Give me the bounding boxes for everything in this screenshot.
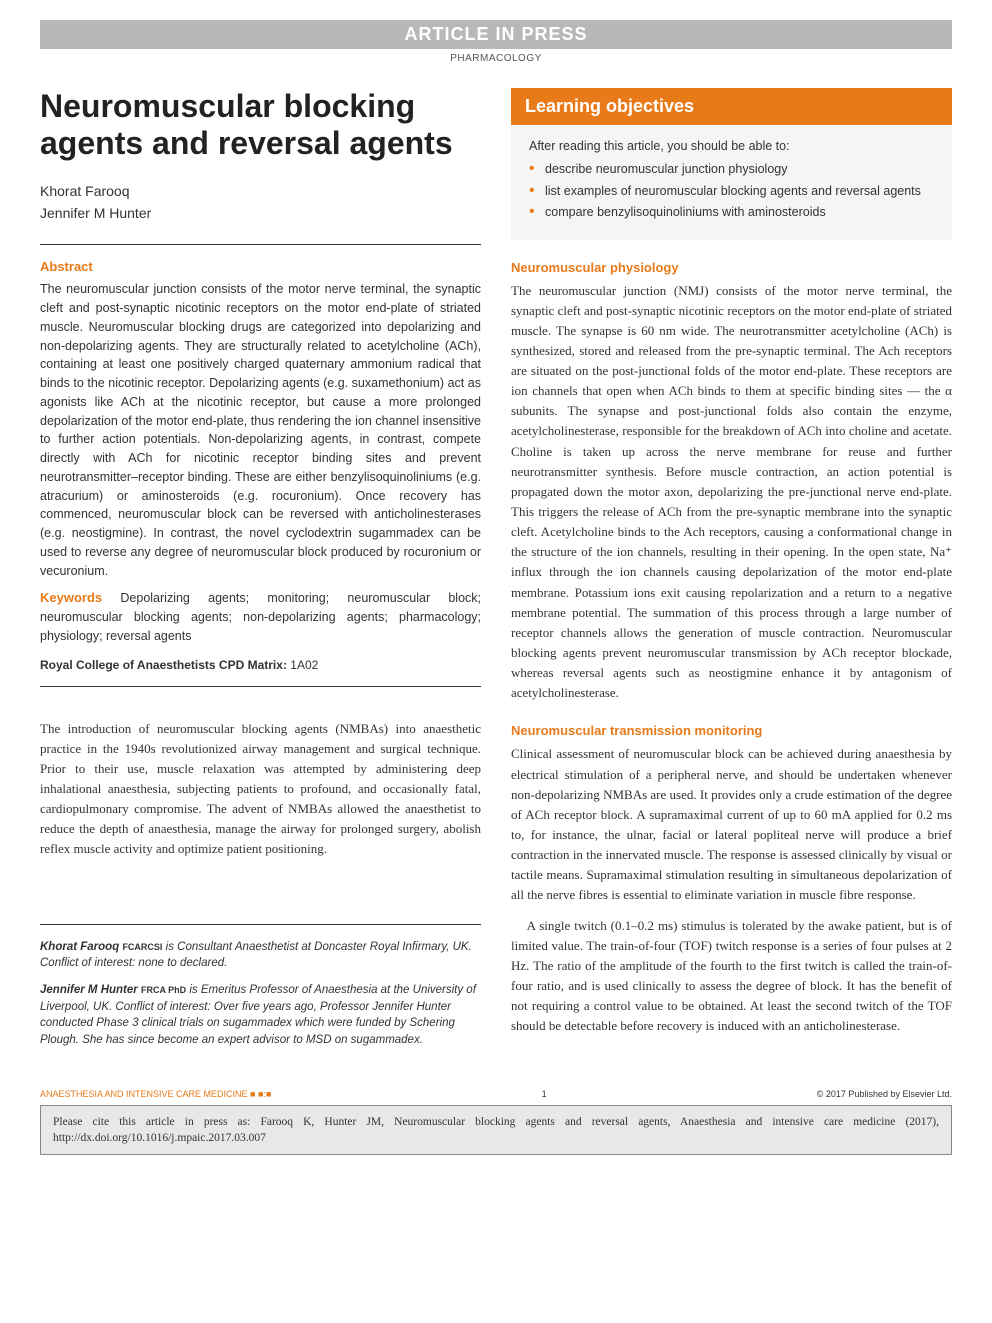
- learning-item-1: describe neuromuscular junction physiolo…: [529, 161, 934, 179]
- author-bio-2: Jennifer M Hunter FRCA PhD is Emeritus P…: [40, 982, 481, 1049]
- divider: [40, 686, 481, 687]
- footer-row: ANAESTHESIA AND INTENSIVE CARE MEDICINE …: [40, 1083, 952, 1099]
- footer-left: ANAESTHESIA AND INTENSIVE CARE MEDICINE …: [40, 1089, 271, 1099]
- subject-label: PHARMACOLOGY: [40, 53, 952, 64]
- keywords-lead: Keywords: [40, 590, 102, 605]
- article-title: Neuromuscular blocking agents and revers…: [40, 88, 481, 162]
- abstract-heading: Abstract: [40, 259, 481, 274]
- bio-name-2: Jennifer M Hunter: [40, 984, 138, 996]
- learning-list: describe neuromuscular junction physiolo…: [529, 161, 934, 222]
- author-list: Khorat Farooq Jennifer M Hunter: [40, 180, 481, 225]
- cpd-value: 1A02: [290, 658, 318, 672]
- section-heading-monitoring: Neuromuscular transmission monitoring: [511, 723, 952, 738]
- divider: [40, 924, 481, 925]
- learning-item-2: list examples of neuromuscular blocking …: [529, 183, 934, 201]
- monitoring-para-2: A single twitch (0.1–0.2 ms) stimulus is…: [511, 916, 952, 1037]
- learning-objectives-box: After reading this article, you should b…: [511, 125, 952, 240]
- author-bio-1: Khorat Farooq FCARCSI is Consultant Anae…: [40, 939, 481, 972]
- keywords-text: Depolarizing agents; monitoring; neuromu…: [40, 591, 481, 643]
- bio-name-1: Khorat Farooq: [40, 941, 119, 953]
- article-in-press-banner: ARTICLE IN PRESS: [40, 20, 952, 49]
- learning-objectives-title: Learning objectives: [511, 88, 952, 125]
- divider: [40, 244, 481, 245]
- bio-cred-1: FCARCSI: [122, 942, 162, 952]
- left-column: Neuromuscular blocking agents and revers…: [40, 88, 481, 1059]
- learning-lead: After reading this article, you should b…: [529, 139, 934, 153]
- monitoring-para-1: Clinical assessment of neuromuscular blo…: [511, 744, 952, 905]
- physiology-para: The neuromuscular junction (NMJ) consist…: [511, 281, 952, 704]
- citation-box: Please cite this article in press as: Fa…: [40, 1105, 952, 1155]
- intro-paragraph: The introduction of neuromuscular blocki…: [40, 719, 481, 860]
- learning-item-3: compare benzylisoquinoliniums with amino…: [529, 204, 934, 222]
- two-column-layout: Neuromuscular blocking agents and revers…: [40, 88, 952, 1059]
- copyright: © 2017 Published by Elsevier Ltd.: [817, 1089, 952, 1099]
- cpd-matrix: Royal College of Anaesthetists CPD Matri…: [40, 658, 481, 672]
- keywords-block: Keywords Depolarizing agents; monitoring…: [40, 588, 481, 645]
- author-2: Jennifer M Hunter: [40, 202, 481, 224]
- bio-cred-2: FRCA PhD: [141, 985, 186, 995]
- section-heading-physiology: Neuromuscular physiology: [511, 260, 952, 275]
- cpd-lead: Royal College of Anaesthetists CPD Matri…: [40, 658, 287, 672]
- abstract-text: The neuromuscular junction consists of t…: [40, 280, 481, 580]
- page-number: 1: [542, 1089, 547, 1099]
- right-column: Learning objectives After reading this a…: [511, 88, 952, 1059]
- author-1: Khorat Farooq: [40, 180, 481, 202]
